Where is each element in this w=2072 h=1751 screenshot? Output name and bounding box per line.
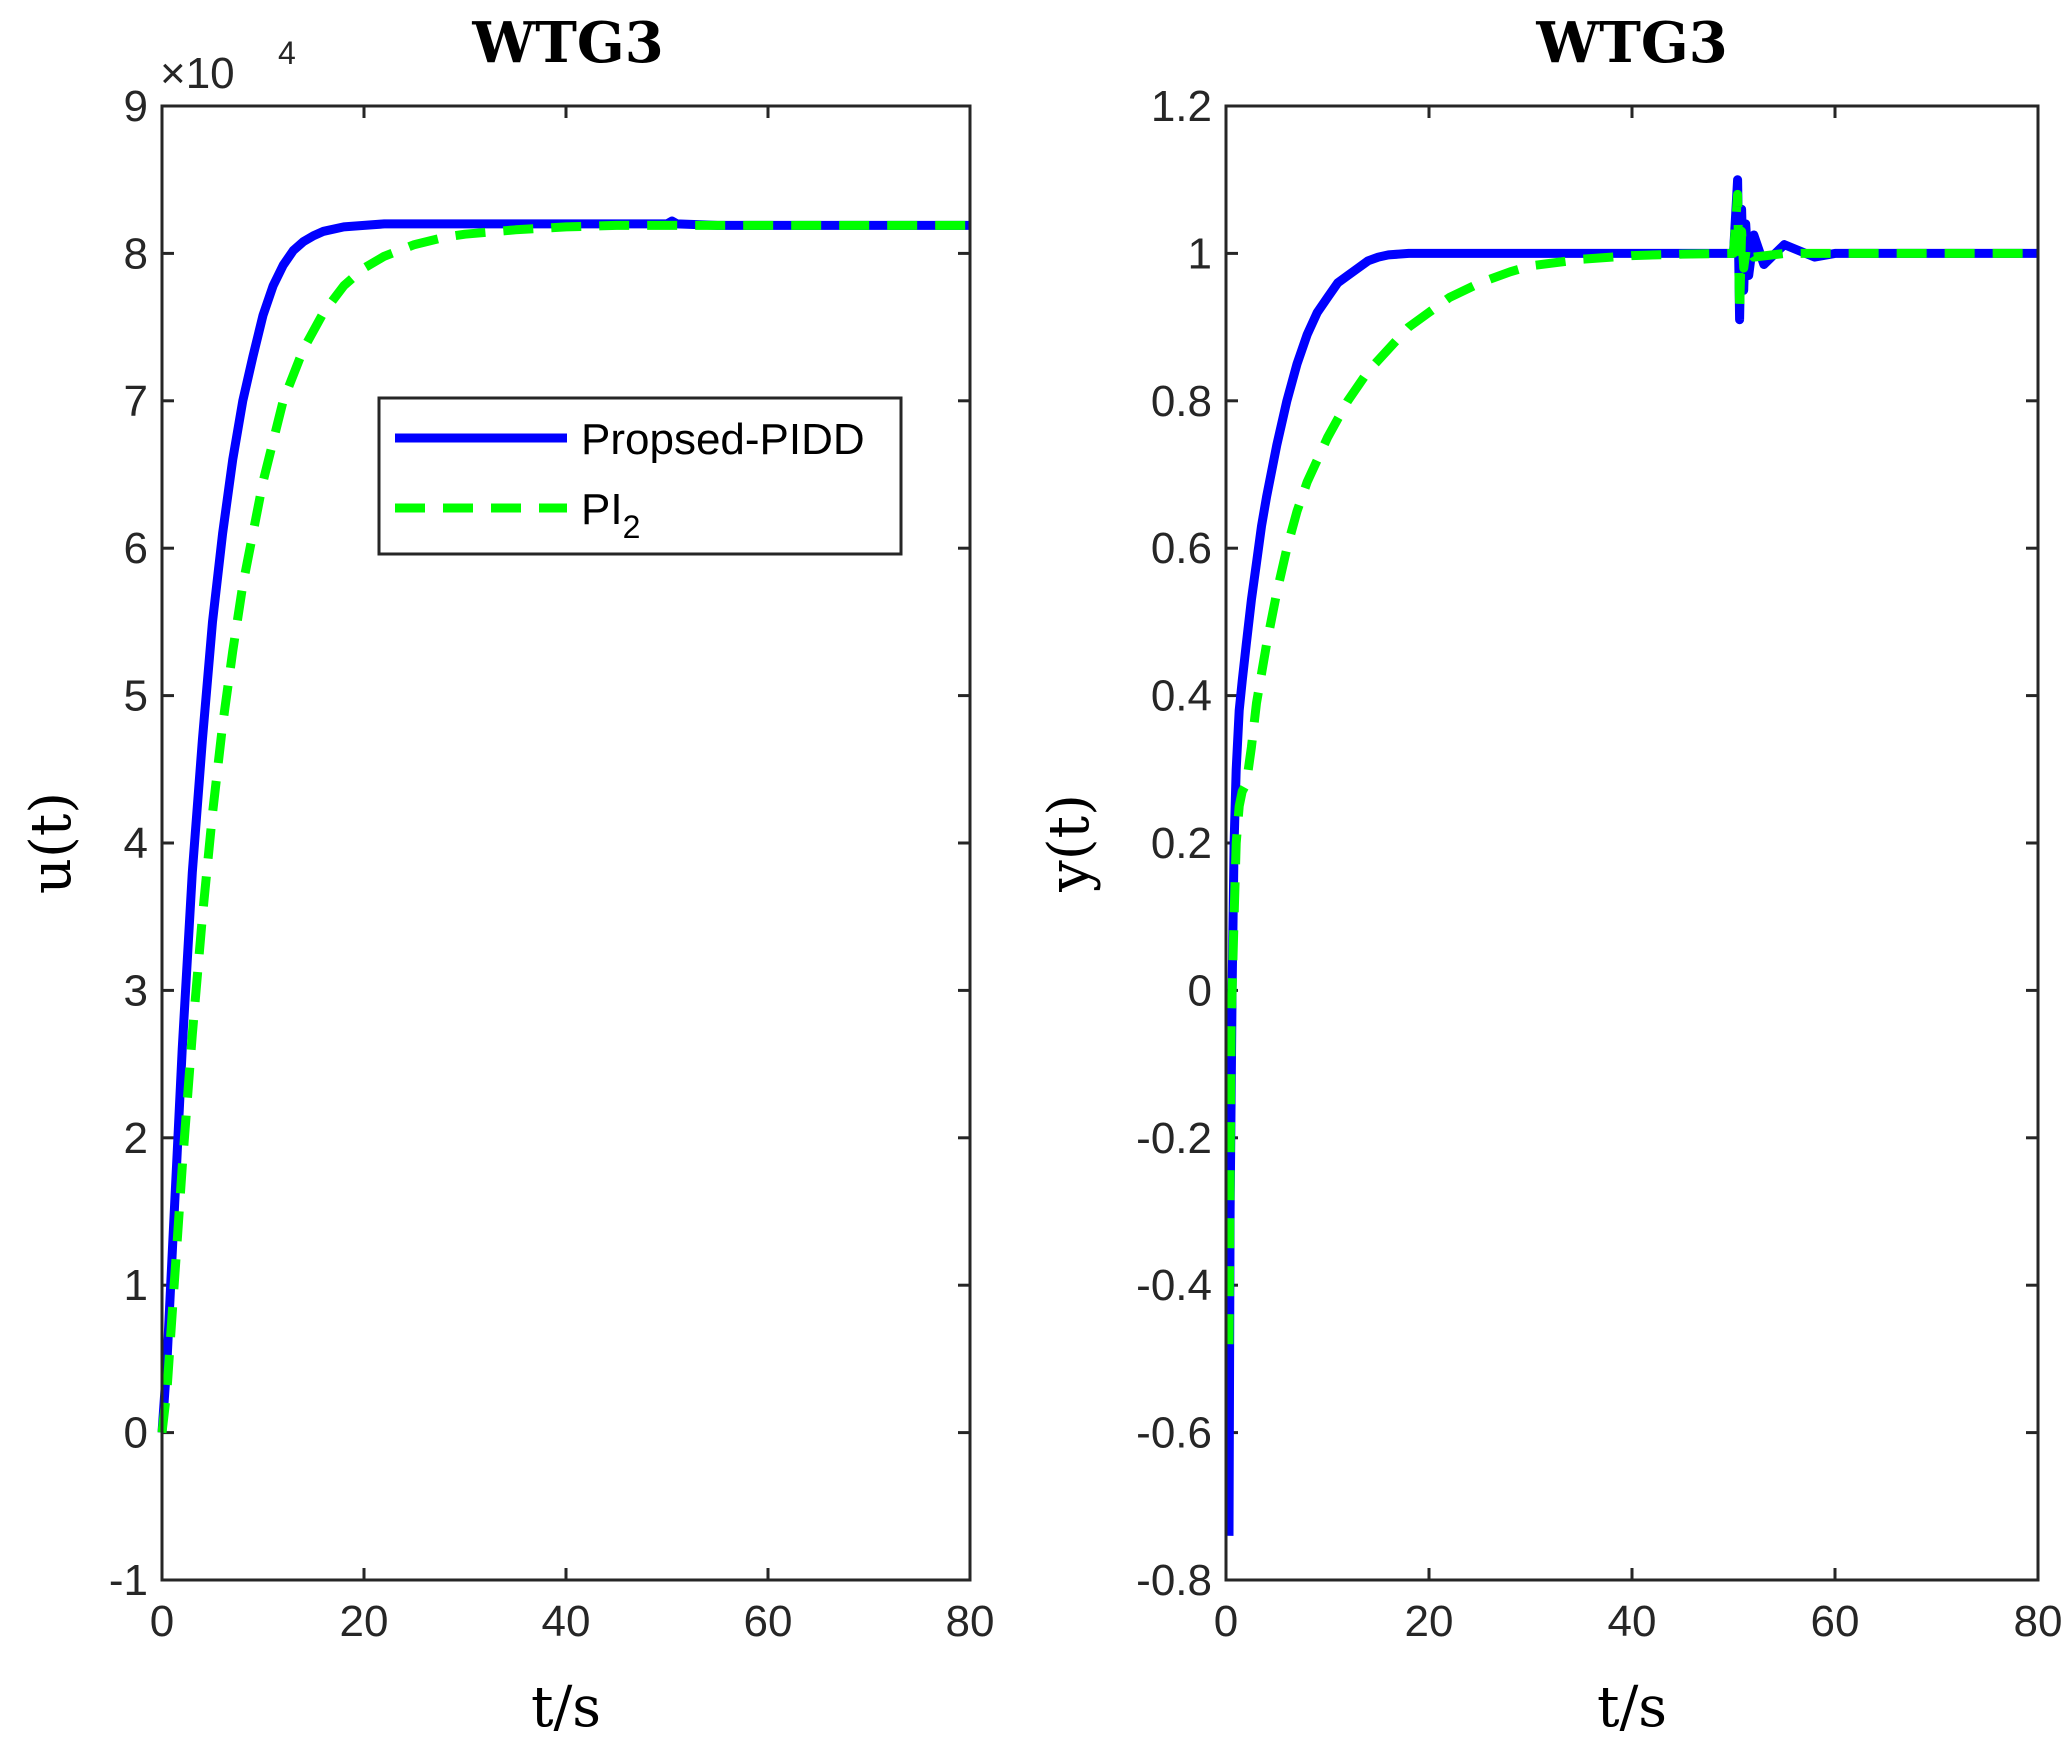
right-y-tick-label: 0.4 bbox=[1151, 672, 1212, 721]
right-y-tick-label: 0.8 bbox=[1151, 377, 1212, 426]
left-y-tick-label: 3 bbox=[124, 966, 148, 1015]
legend-box bbox=[377, 396, 903, 556]
left-y-tick-label: -1 bbox=[109, 1556, 148, 1605]
right-y-tick-label: 0.2 bbox=[1151, 819, 1212, 868]
right-axes-box bbox=[1224, 104, 2040, 1582]
right-y-tick-label: 1 bbox=[1188, 229, 1212, 278]
right-x-tick-label: 0 bbox=[1214, 1597, 1238, 1646]
left-y-tick-label: 7 bbox=[124, 377, 148, 426]
left-x-tick-label: 80 bbox=[946, 1597, 995, 1646]
left-y-tick-label: 6 bbox=[124, 524, 148, 573]
right-plot-title: WTG3 bbox=[1535, 10, 1727, 76]
left-x-axis-label: t/s bbox=[531, 1675, 601, 1740]
right-y-tick-label: -0.4 bbox=[1136, 1261, 1212, 1310]
left-x-tick-label: 40 bbox=[542, 1597, 591, 1646]
right-series bbox=[1224, 175, 2038, 1536]
legend: Propsed-PIDD PI2 bbox=[377, 396, 903, 556]
left-y-tick-label: 8 bbox=[124, 229, 148, 278]
right-x-tick-label: 20 bbox=[1405, 1597, 1454, 1646]
left-y-tick-label: 1 bbox=[124, 1261, 148, 1310]
left-series bbox=[157, 216, 970, 1434]
left-axes-box bbox=[160, 104, 972, 1582]
right-x-axis-label: t/s bbox=[1597, 1675, 1667, 1740]
legend-label-propsed-pidd: Propsed-PIDD bbox=[581, 415, 865, 464]
left-x-tick-label: 20 bbox=[340, 1597, 389, 1646]
right-series-propsed-pidd-line bbox=[1224, 175, 2038, 1536]
left-y-scale-base: ×10 bbox=[160, 49, 235, 98]
left-x-tick-label: 60 bbox=[744, 1597, 793, 1646]
right-plot: WTG3 0 20 40 60 80 -0.8 -0.6 -0.4 -0.2 0 0.2 0.4 0.… bbox=[1037, 10, 2062, 1740]
left-y-scale-exponent: 4 bbox=[278, 35, 296, 71]
right-y-tick-label: -0.8 bbox=[1136, 1556, 1212, 1605]
right-y-tick-label: 0.6 bbox=[1151, 524, 1212, 573]
right-y-tick-label: -0.6 bbox=[1136, 1409, 1212, 1458]
right-x-tick-label: 40 bbox=[1608, 1597, 1657, 1646]
left-x-tick-label: 0 bbox=[150, 1597, 174, 1646]
left-y-axis-label: u(t) bbox=[19, 792, 84, 894]
right-y-axis-label: y(t) bbox=[1037, 794, 1102, 893]
left-y-tick-label: 9 bbox=[124, 82, 148, 131]
left-y-scale-label: ×10 4 bbox=[160, 35, 296, 98]
right-x-ticks: 0 20 40 60 80 bbox=[1214, 106, 2063, 1646]
left-plot-title: WTG3 bbox=[471, 10, 663, 76]
right-y-tick-label: 1.2 bbox=[1151, 82, 1212, 131]
left-x-ticks: 0 20 40 60 80 bbox=[150, 106, 995, 1646]
left-y-tick-label: 0 bbox=[124, 1409, 148, 1458]
left-y-ticks: -1 0 1 2 3 4 5 6 7 8 9 bbox=[109, 82, 970, 1605]
right-x-tick-label: 80 bbox=[2014, 1597, 2063, 1646]
right-y-ticks: -0.8 -0.6 -0.4 -0.2 0 0.2 0.4 0.6 0.8 1 1.2 bbox=[1136, 82, 2038, 1605]
right-y-tick-label: -0.2 bbox=[1136, 1114, 1212, 1163]
right-series-pi2-line bbox=[1224, 189, 2038, 1345]
left-series-pi2-line bbox=[157, 220, 970, 1434]
right-x-tick-label: 60 bbox=[1811, 1597, 1860, 1646]
left-y-tick-label: 5 bbox=[124, 672, 148, 721]
left-y-tick-label: 2 bbox=[124, 1114, 148, 1163]
right-y-tick-label: 0 bbox=[1188, 966, 1212, 1015]
left-y-tick-label: 4 bbox=[124, 819, 148, 868]
